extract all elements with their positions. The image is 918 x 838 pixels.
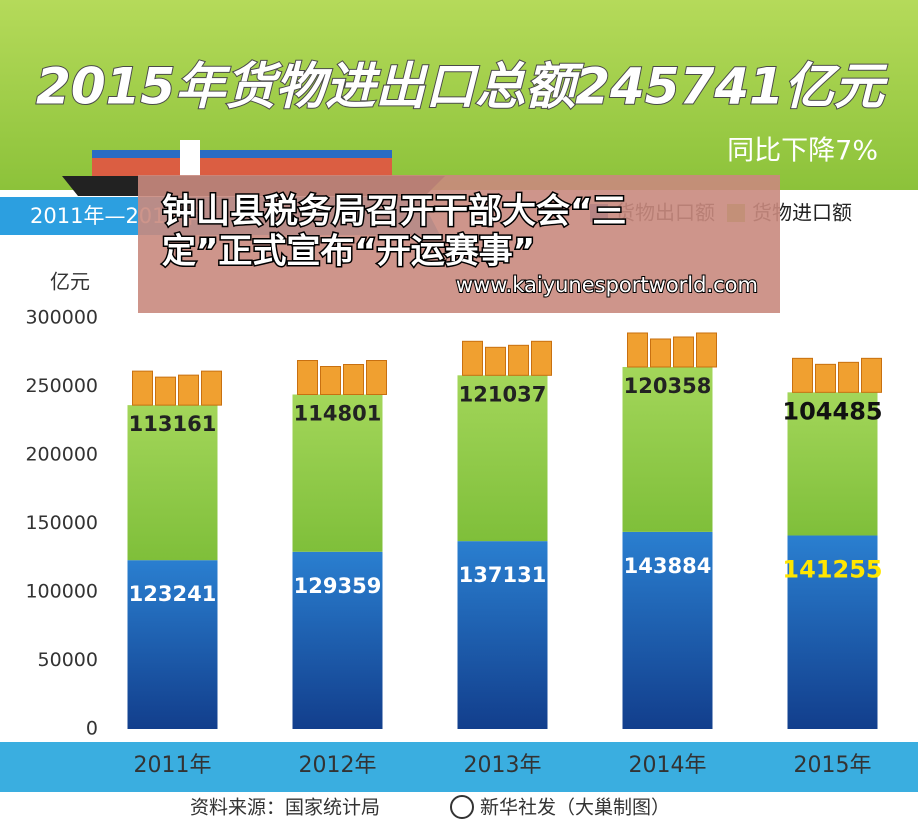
bar-segment xyxy=(457,541,548,729)
bar-segment xyxy=(127,560,218,729)
coin-stack xyxy=(343,364,364,396)
coin-stack xyxy=(792,357,813,393)
plot: 0 50000 100000 150000 200000 250000 300000 1232… xyxy=(25,307,882,779)
bar-segment xyxy=(622,531,713,729)
x-tick-label: 2015年 xyxy=(794,753,872,778)
coin-stack xyxy=(650,338,671,368)
data-label: 113161 xyxy=(129,412,217,436)
coin-stack xyxy=(627,332,648,368)
data-label: 141255 xyxy=(782,555,882,583)
coin-stack xyxy=(485,346,506,376)
bar-segment xyxy=(457,375,548,542)
x-tick-label: 2013年 xyxy=(464,753,542,778)
coin-stack xyxy=(531,340,552,376)
coin-stack xyxy=(132,370,153,406)
y-tick-label: 0 xyxy=(86,718,98,740)
y-axis-label: 亿元 xyxy=(50,270,90,294)
y-tick-label: 200000 xyxy=(25,444,98,466)
coin-stack xyxy=(366,360,387,396)
bar-segment xyxy=(292,551,383,729)
y-tick-label: 50000 xyxy=(38,649,98,671)
bar-segment xyxy=(787,535,878,729)
bar-segment xyxy=(292,394,383,552)
bar-segment xyxy=(622,366,713,532)
data-label: 129359 xyxy=(294,574,382,598)
coin-stack xyxy=(178,374,199,406)
y-tick-label: 150000 xyxy=(25,512,98,534)
y-tick-label: 300000 xyxy=(25,307,98,329)
coin-stack xyxy=(815,363,836,393)
bar-segment xyxy=(787,392,878,536)
overlay-headline: 钟山县税务局召开干部大会“三 xyxy=(162,192,626,232)
x-tick-label: 2012年 xyxy=(299,753,377,778)
xinhua-logo xyxy=(450,795,474,819)
coin-stack xyxy=(508,344,529,376)
coin-stack xyxy=(320,366,341,396)
coin-stack xyxy=(462,340,483,376)
coin-stack xyxy=(201,370,222,406)
coin-stack xyxy=(838,361,859,393)
data-label: 137131 xyxy=(459,563,547,587)
y-tick-label: 250000 xyxy=(25,375,98,397)
subtitle: 同比下降7% xyxy=(727,136,878,167)
coin-stack xyxy=(673,336,694,368)
overlay-url: www.kaiyunesportworld.com xyxy=(456,273,758,297)
data-label: 104485 xyxy=(782,397,882,425)
overlay-box xyxy=(138,175,780,313)
bar-segment xyxy=(127,405,218,561)
data-label: 120358 xyxy=(624,374,712,398)
x-tick-label: 2011年 xyxy=(134,753,212,778)
coin-stack xyxy=(297,360,318,396)
coin-stack xyxy=(861,357,882,393)
source: 资料来源：国家统计局 xyxy=(190,797,380,819)
axis-band xyxy=(0,742,918,792)
data-label: 143884 xyxy=(624,554,712,578)
data-label: 114801 xyxy=(294,402,382,426)
data-label: 123241 xyxy=(129,582,217,606)
y-tick-label: 100000 xyxy=(25,581,98,603)
x-tick-label: 2014年 xyxy=(629,753,707,778)
coin-stack xyxy=(696,332,717,368)
coin-stack xyxy=(155,376,176,406)
title: 2015年货物进出口总额245741亿元 xyxy=(36,58,889,116)
data-label: 121037 xyxy=(459,382,547,406)
overlay-headline: 定”正式宣布“开运赛事” xyxy=(162,232,535,272)
credit: 新华社发（大巢制图） xyxy=(480,797,670,819)
